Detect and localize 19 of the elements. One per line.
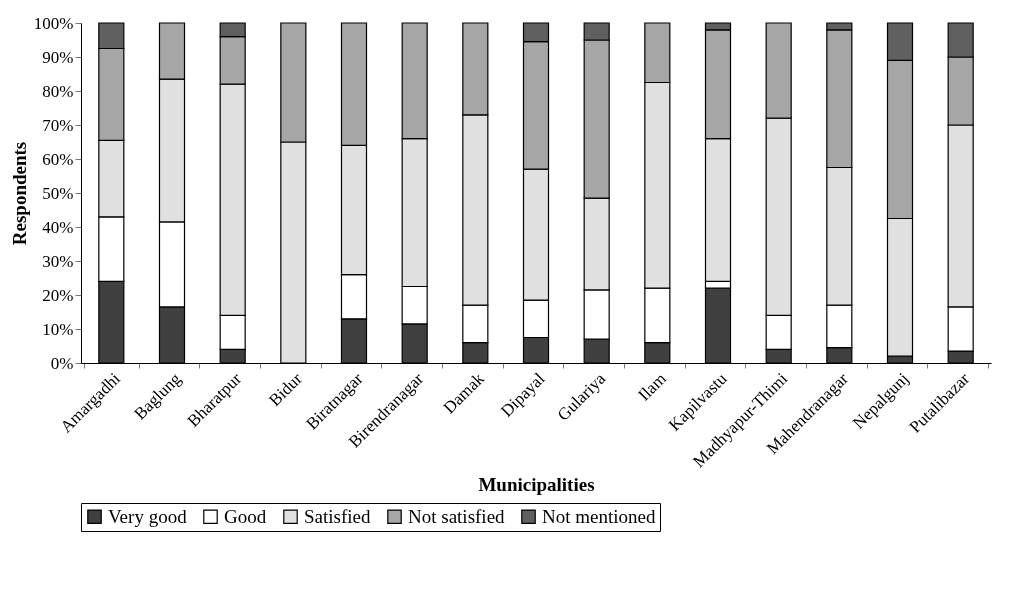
y-tick-label: 40% <box>42 217 74 237</box>
y-tick-label: 70% <box>42 115 74 135</box>
y-tick-label: 10% <box>42 319 74 339</box>
y-tick-label: 0% <box>50 353 74 373</box>
y-tick-label: 100% <box>33 13 74 33</box>
y-tick-label: 50% <box>42 183 74 203</box>
y-tick-label: 90% <box>42 47 74 67</box>
legend-label: Not mentioned <box>542 505 656 527</box>
x-axis-title: Municipalities <box>478 474 595 496</box>
y-tick-label: 60% <box>42 149 74 169</box>
y-tick-label: 30% <box>42 251 74 271</box>
legend-label: Satisfied <box>304 505 371 527</box>
legend-label: Good <box>224 505 267 527</box>
legend-label: Very good <box>108 505 188 527</box>
legend-label: Not satisfied <box>408 505 506 527</box>
y-tick-label: 20% <box>42 285 74 305</box>
x-tick-label: Ilam <box>634 369 670 405</box>
y-axis-title: Respondents <box>8 141 30 246</box>
y-tick-label: 80% <box>42 81 74 101</box>
